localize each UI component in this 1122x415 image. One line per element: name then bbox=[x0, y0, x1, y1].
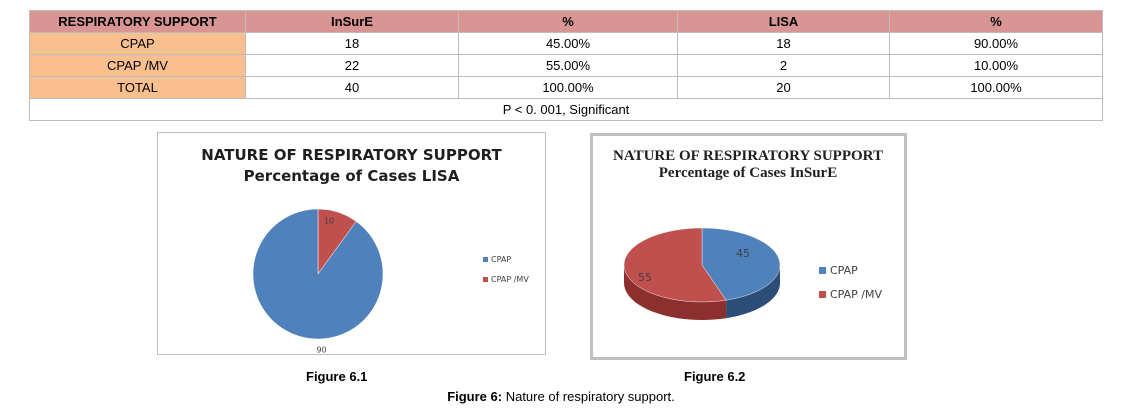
table-cell: 2 bbox=[677, 54, 890, 77]
pie-slice bbox=[252, 208, 384, 340]
pie-slice bbox=[623, 227, 727, 303]
data-label: 55 bbox=[638, 271, 652, 284]
legend-label: CPAP /MV bbox=[491, 275, 529, 284]
pie-slice bbox=[701, 227, 781, 301]
header-cell: % bbox=[458, 10, 678, 33]
table-cell: 10.00% bbox=[889, 54, 1103, 77]
table-row: CPAP 18 45.00% 18 90.00% bbox=[29, 32, 1103, 55]
chart-lisa-subtitle: Percentage of Cases LISA bbox=[243, 167, 460, 185]
row-label: CPAP /MV bbox=[29, 54, 246, 77]
figure-caption: Figure 6: Nature of respiratory support. bbox=[0, 389, 1122, 404]
table-cell: 18 bbox=[677, 32, 890, 55]
row-label: CPAP bbox=[29, 32, 246, 55]
figure-6-1-label: Figure 6.1 bbox=[306, 369, 368, 384]
table-cell: 18 bbox=[245, 32, 459, 55]
header-cell: LISA bbox=[677, 10, 890, 33]
chart-lisa-panel: NATURE OF RESPIRATORY SUPPORT Percentage… bbox=[157, 132, 546, 355]
legend-item-cpap: CPAP bbox=[483, 255, 511, 264]
legend-label: CPAP bbox=[830, 264, 858, 277]
chart-lisa-title: NATURE OF RESPIRATORY SUPPORT bbox=[201, 146, 502, 164]
caption-text: Nature of respiratory support. bbox=[502, 389, 675, 404]
data-label: 10 bbox=[324, 217, 334, 226]
chart-insure-title: NATURE OF RESPIRATORY SUPPORT Percentage… bbox=[613, 148, 883, 181]
respiratory-support-table: RESPIRATORY SUPPORT InSurE % LISA % CPAP… bbox=[29, 10, 1103, 121]
legend-swatch bbox=[483, 277, 488, 282]
legend-swatch bbox=[819, 291, 826, 298]
significance-note: P < 0. 001, Significant bbox=[29, 98, 1103, 121]
table-cell: 100.00% bbox=[458, 76, 678, 99]
chart-lisa-pie: 10 90 bbox=[252, 208, 384, 354]
caption-label: Figure 6: bbox=[447, 389, 503, 404]
pie-slice-side bbox=[726, 265, 780, 319]
data-label: 45 bbox=[736, 247, 750, 260]
table-header-row: RESPIRATORY SUPPORT InSurE % LISA % bbox=[29, 10, 1103, 33]
table-cell: 90.00% bbox=[889, 32, 1103, 55]
table-note-row: P < 0. 001, Significant bbox=[29, 98, 1103, 121]
table-cell: 55.00% bbox=[458, 54, 678, 77]
pie-slice-side bbox=[624, 265, 727, 320]
figure-6-2-label: Figure 6.2 bbox=[684, 369, 746, 384]
table-row: CPAP /MV 22 55.00% 2 10.00% bbox=[29, 54, 1103, 77]
legend-item-cpap-mv: CPAP /MV bbox=[819, 288, 882, 301]
row-label: TOTAL bbox=[29, 76, 246, 99]
table-cell: 45.00% bbox=[458, 32, 678, 55]
legend-swatch bbox=[819, 267, 826, 274]
table-cell: 100.00% bbox=[889, 76, 1103, 99]
data-label: 90 bbox=[316, 346, 326, 354]
header-cell: % bbox=[889, 10, 1103, 33]
table-cell: 20 bbox=[677, 76, 890, 99]
legend-item-cpap: CPAP bbox=[819, 264, 858, 277]
legend-item-cpap-mv: CPAP /MV bbox=[483, 275, 529, 284]
table-cell: 40 bbox=[245, 76, 459, 99]
legend-label: CPAP /MV bbox=[830, 288, 882, 301]
legend-label: CPAP bbox=[491, 255, 512, 264]
header-cell: RESPIRATORY SUPPORT bbox=[29, 10, 246, 33]
chart-insure-pie: 45 55 bbox=[623, 227, 781, 320]
chart-insure-panel: NATURE OF RESPIRATORY SUPPORT Percentage… bbox=[590, 133, 907, 360]
header-cell: InSurE bbox=[245, 10, 459, 33]
table-cell: 22 bbox=[245, 54, 459, 77]
table-row: TOTAL 40 100.00% 20 100.00% bbox=[29, 76, 1103, 99]
legend-swatch bbox=[483, 257, 488, 262]
